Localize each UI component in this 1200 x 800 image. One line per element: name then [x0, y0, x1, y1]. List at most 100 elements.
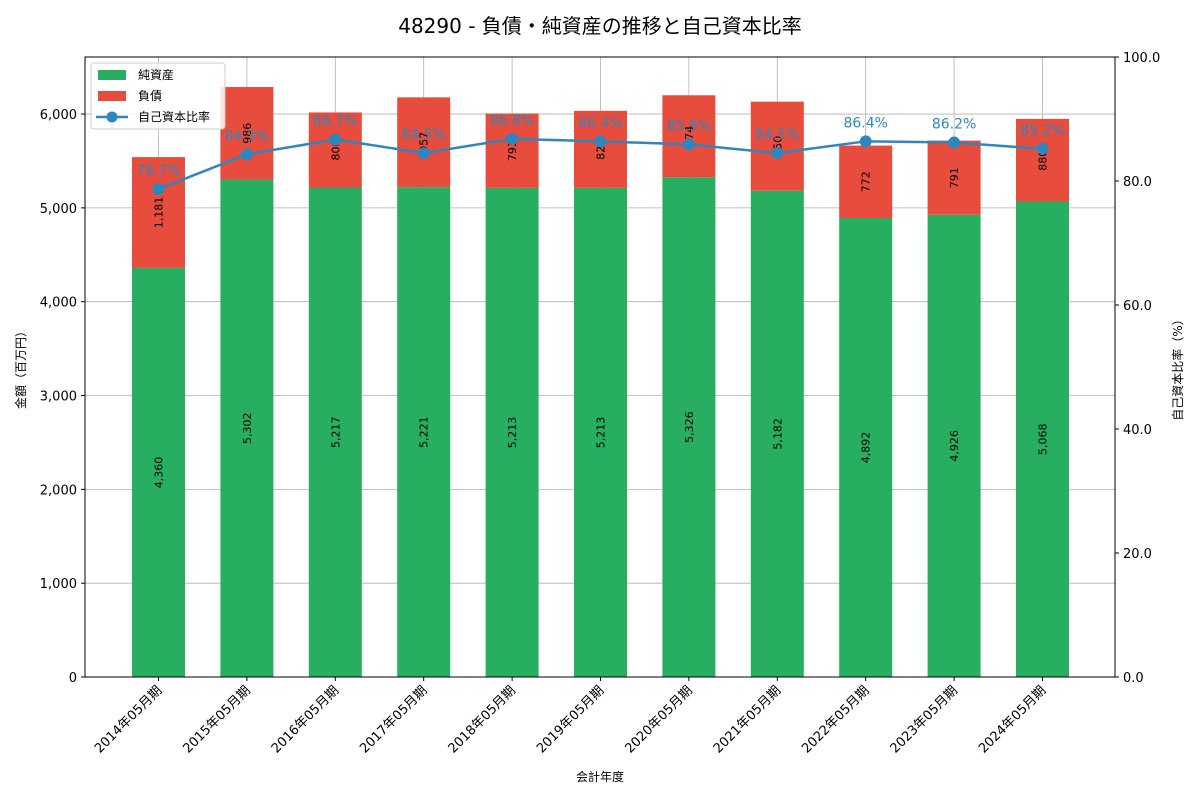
- bar-liabilities: [750, 101, 804, 191]
- ratio-marker: [1036, 142, 1049, 155]
- ratio-marker: [417, 147, 430, 160]
- ratio-label: 86.4%: [843, 115, 887, 131]
- y-right-tick-label: 0.0: [1123, 671, 1144, 686]
- legend-label-net-assets: 純資産: [138, 67, 174, 82]
- ratio-label: 84.3%: [225, 128, 269, 144]
- y-tick-label: 6,000: [40, 108, 77, 123]
- bar-label-liabilities: 957: [418, 132, 431, 153]
- legend-swatch-net-assets: [98, 70, 126, 80]
- x-tick-label: 2021年05月期: [711, 683, 784, 756]
- ratio-marker: [240, 148, 253, 161]
- ratio-label: 84.5%: [755, 127, 799, 143]
- ratio-label: 86.4%: [578, 115, 622, 131]
- bar-net-assets: [308, 187, 362, 677]
- ratio-line: 78.7% 84.3% 86.7% 84.5% 86.8% 86.4% 85.9% 84.5%…: [136, 113, 1065, 196]
- bar-label-liabilities: 791: [948, 167, 961, 188]
- y-axis-right-label: 自己資本比率（%）: [1170, 313, 1185, 420]
- ratio-marker: [506, 132, 519, 145]
- legend-marker-ratio: [106, 111, 118, 123]
- bar-liabilities: [839, 145, 893, 219]
- bar-liabilities: [1016, 118, 1069, 202]
- ratio-label: 85.9%: [667, 118, 711, 134]
- chart-title: 48290 - 負債・純資産の推移と自己資本比率: [398, 14, 802, 38]
- bar-label-net-assets: 4,360: [153, 457, 166, 489]
- x-tick-label: 2022年05月期: [799, 683, 872, 756]
- ratio-label: 86.8%: [490, 113, 534, 129]
- legend-swatch-liabilities: [98, 91, 126, 101]
- bar-label-net-assets: 5,213: [595, 417, 608, 449]
- bar-label-net-assets: 5,221: [418, 416, 431, 448]
- x-tick-label: 2020年05月期: [622, 683, 695, 756]
- x-tick-label: 2016年05月期: [269, 683, 342, 756]
- x-tick-label: 2024年05月期: [976, 683, 1049, 756]
- bar-net-assets: [574, 187, 627, 677]
- bar-label-net-assets: 5,217: [329, 417, 342, 449]
- bar-net-assets: [662, 177, 716, 678]
- bar-liabilities: [662, 95, 716, 178]
- ratio-label: 86.7%: [313, 113, 357, 129]
- y-axis-left-label: 金額（百万円）: [13, 325, 28, 409]
- bar-label-liabilities: 772: [860, 171, 873, 192]
- bar-label-net-assets: 5,326: [683, 411, 696, 443]
- ratio-label: 85.2%: [1020, 123, 1064, 139]
- x-tick-label: 2017年05月期: [357, 683, 430, 756]
- y-axis-left: 0 1,000 2,000 3,000 4,000 5,000 6,000: [40, 108, 85, 686]
- x-tick-label: 2014年05月期: [92, 683, 165, 756]
- x-tick-label: 2019年05月期: [534, 683, 607, 756]
- ratio-marker: [859, 135, 872, 148]
- y-tick-label: 1,000: [40, 577, 77, 592]
- y-right-tick-label: 100.0: [1123, 51, 1160, 66]
- bar-label-net-assets: 5,182: [771, 418, 784, 450]
- ratio-marker: [771, 147, 784, 160]
- bar-net-assets: [132, 267, 185, 677]
- bar-label-net-assets: 5,068: [1037, 423, 1050, 455]
- y-right-tick-label: 40.0: [1123, 423, 1152, 438]
- ratio-marker: [152, 183, 165, 196]
- bar-label-liabilities: 1,181: [153, 197, 166, 229]
- y-tick-label: 0: [69, 671, 77, 686]
- bar-liabilities: [574, 110, 627, 188]
- bar-net-assets: [839, 218, 893, 678]
- bar-liabilities: [132, 157, 185, 268]
- bar-label-liabilities: 793: [506, 140, 519, 161]
- bar-net-assets: [485, 187, 539, 677]
- x-tick-label: 2015年05月期: [180, 683, 253, 756]
- x-axis-label: 会計年度: [576, 769, 624, 784]
- bar-net-assets: [927, 214, 981, 678]
- bar-net-assets: [220, 179, 274, 677]
- bar-net-assets: [397, 187, 451, 677]
- y-right-tick-label: 60.0: [1123, 299, 1152, 314]
- y-axis-right: 0.0 20.0 40.0 60.0 80.0 100.0: [1115, 51, 1160, 686]
- bar-net-assets: [1016, 201, 1069, 678]
- bar-label-net-assets: 5,213: [506, 417, 519, 449]
- ratio-label: 78.7%: [136, 163, 180, 179]
- ratio-marker: [594, 135, 607, 148]
- ratio-marker: [682, 138, 695, 151]
- x-axis: 2014年05月期 2015年05月期 2016年05月期 2017年05月期 2018…: [92, 677, 1049, 757]
- y-tick-label: 3,000: [40, 390, 77, 405]
- legend-label-ratio: 自己資本比率: [138, 109, 210, 124]
- y-right-tick-label: 80.0: [1123, 175, 1152, 190]
- ratio-label: 84.5%: [401, 127, 445, 143]
- bar-liabilities: [485, 113, 539, 188]
- bar-label-net-assets: 4,926: [948, 430, 961, 462]
- legend-label-liabilities: 負債: [138, 88, 162, 103]
- bar-liabilities: [927, 140, 981, 215]
- y-tick-label: 2,000: [40, 483, 77, 498]
- bars: 4,3601,1815,3029865,2178005,2219575,2137…: [132, 87, 1069, 678]
- bar-label-net-assets: 5,302: [241, 413, 254, 445]
- bar-liabilities: [308, 112, 362, 188]
- ratio-marker: [329, 133, 342, 146]
- bar-liabilities: [397, 97, 451, 188]
- ratio-label: 86.2%: [932, 117, 976, 133]
- y-tick-label: 4,000: [40, 296, 77, 311]
- bar-net-assets: [750, 190, 804, 677]
- x-tick-label: 2018年05月期: [446, 683, 519, 756]
- bar-liabilities: [220, 87, 274, 180]
- ratio-marker: [948, 136, 961, 149]
- y-tick-label: 5,000: [40, 202, 77, 217]
- y-right-tick-label: 20.0: [1123, 547, 1152, 562]
- legend: 純資産 負債 自己資本比率: [90, 62, 226, 130]
- bar-label-liabilities: 986: [241, 123, 254, 144]
